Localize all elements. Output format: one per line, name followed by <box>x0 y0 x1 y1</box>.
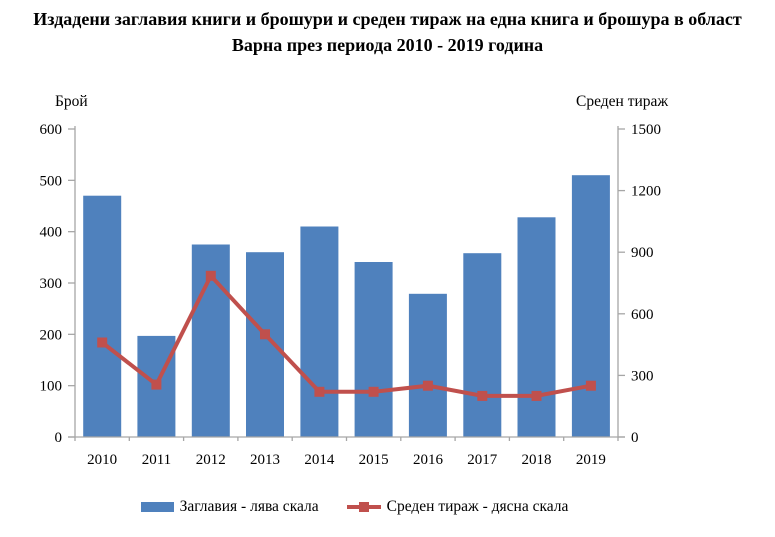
x-axis-label-2014: 2014 <box>304 452 335 468</box>
legend-label-circulation: Среден тираж - дясна скала <box>386 498 569 515</box>
marker-2010 <box>97 337 108 348</box>
marker-2018 <box>531 390 542 401</box>
chart-title-line1: Издадени заглавия книги и брошури и сред… <box>33 9 742 29</box>
marker-2014 <box>314 386 325 397</box>
bar-2018 <box>517 217 556 437</box>
bar-2016 <box>408 293 447 437</box>
bar-2013 <box>246 252 284 437</box>
combo-chart-plot: 0 100 200 300 400 500 600 0 300 600 900 1200 1500 201… <box>40 122 662 468</box>
left-axis-tick-label: 200 <box>40 327 63 343</box>
bar-series-swatch <box>140 502 174 512</box>
legend-item-titles: Заглавия - лява скала <box>140 498 319 516</box>
legend: Заглавия - лява скала Среден тираж - дяс… <box>0 498 742 516</box>
right-axis-tick-label: 1500 <box>631 122 661 138</box>
bar-2017 <box>463 253 502 437</box>
left-axis-tick-label: 400 <box>40 225 63 241</box>
x-axis-label-2018: 2018 <box>522 452 552 468</box>
x-axis-label-2017: 2017 <box>467 452 498 468</box>
marker-2019 <box>585 380 596 391</box>
right-axis-tick-label: 1200 <box>631 184 661 200</box>
marker-2016 <box>422 380 433 391</box>
x-axis-label-2010: 2010 <box>87 452 117 468</box>
x-axis-label-2015: 2015 <box>359 452 389 468</box>
line-series-swatch <box>346 501 381 513</box>
marker-2011 <box>151 379 162 390</box>
left-axis-tick-label: 300 <box>40 276 63 292</box>
marker-2013 <box>260 329 270 340</box>
left-axis-title: Брой <box>55 93 88 110</box>
x-axis-label-2012: 2012 <box>196 452 226 468</box>
left-axis-tick-label: 0 <box>55 430 63 446</box>
circulation-line <box>100 272 592 398</box>
marker-2015 <box>368 386 379 397</box>
marker-2012 <box>205 270 216 281</box>
bar-2010 <box>83 195 122 437</box>
x-axis-label-2019: 2019 <box>576 452 606 468</box>
legend-label-titles: Заглавия - лява скала <box>179 498 319 515</box>
bar-2019 <box>571 175 610 437</box>
chart-title-line2: Варна през периода 2010 - 2019 година <box>231 35 544 55</box>
line-swatch-marker <box>358 502 369 512</box>
bar-2014 <box>300 226 339 437</box>
right-axis-tick-label: 600 <box>631 307 654 323</box>
right-axis-tick-label: 300 <box>631 368 654 384</box>
right-axis-tick-label: 0 <box>631 430 639 446</box>
marker-2017 <box>477 390 488 401</box>
legend-item-circulation: Среден тираж - дясна скала <box>346 498 569 516</box>
x-axis-label-2013: 2013 <box>250 452 280 468</box>
x-axis-label-2011: 2011 <box>142 452 171 468</box>
right-axis-tick-label: 900 <box>631 245 654 261</box>
x-axis-label-2016: 2016 <box>413 452 444 468</box>
chart-title: Издадени заглавия книги и брошури и сред… <box>0 6 775 58</box>
left-axis-tick-label: 500 <box>40 173 63 189</box>
right-axis-title: Среден тираж <box>576 93 669 110</box>
left-axis-tick-label: 100 <box>40 379 63 395</box>
bar-2015 <box>354 262 393 437</box>
left-axis-tick-label: 600 <box>40 122 63 138</box>
